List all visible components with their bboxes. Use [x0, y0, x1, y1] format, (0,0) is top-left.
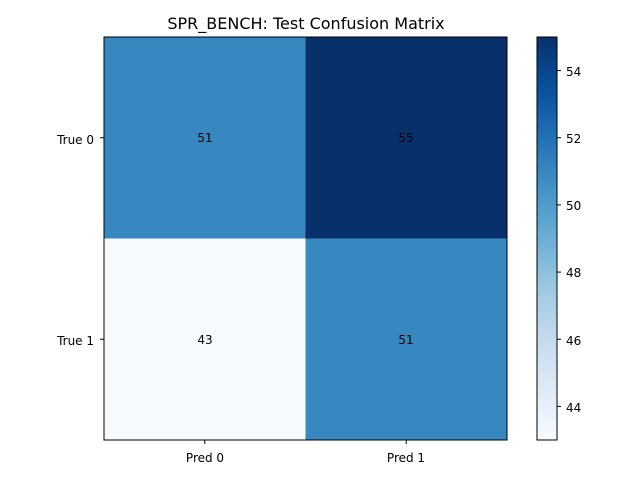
cell-label-1-0: 43: [197, 333, 212, 347]
heatmap-cell-1-1: [305, 238, 507, 440]
heatmap: [100, 36, 508, 444]
colorbar-tick-label-44: 44: [566, 401, 581, 415]
row-label-true-0: True 0: [56, 133, 94, 147]
cell-label-0-0: 51: [197, 131, 212, 145]
col-label-pred-0: Pred 0: [186, 451, 224, 465]
colorbar-tick-label-48: 48: [566, 266, 581, 280]
col-label-pred-1: Pred 1: [387, 451, 425, 465]
colorbar-tick-label-54: 54: [566, 65, 581, 79]
cell-label-0-1: 55: [398, 131, 413, 145]
colorbar-bar: [536, 36, 558, 441]
colorbar-tick-label-50: 50: [566, 199, 581, 213]
colorbar: [536, 36, 561, 441]
colorbar-tick-label-46: 46: [566, 334, 581, 348]
heatmap-frame: [103, 36, 508, 441]
heatmap-cell-0-0: [104, 37, 306, 239]
cell-label-1-1: 51: [398, 333, 413, 347]
chart-title: SPR_BENCH: Test Confusion Matrix: [167, 14, 444, 34]
row-label-true-1: True 1: [56, 334, 94, 348]
heatmap-cell-1-0: [104, 238, 306, 440]
colorbar-tick-label-52: 52: [566, 132, 581, 146]
heatmap-cell-0-1: [305, 37, 507, 239]
